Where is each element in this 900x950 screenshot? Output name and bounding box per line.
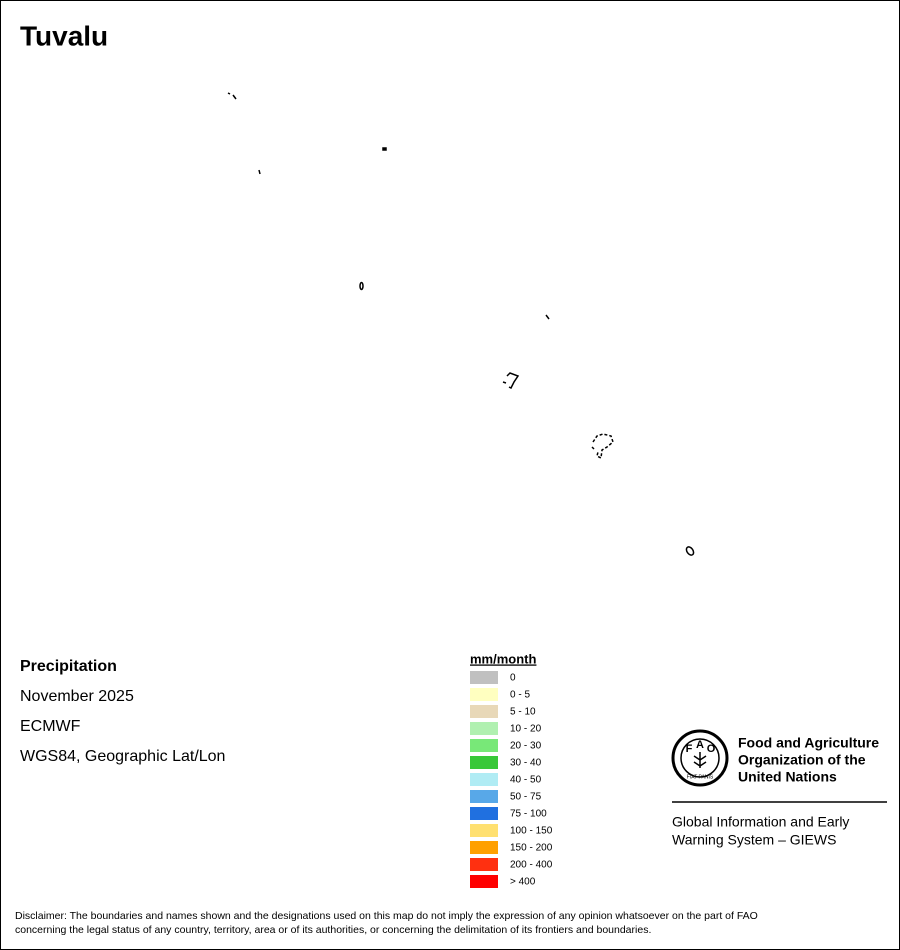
logo-wheat	[693, 752, 707, 768]
legend-swatch	[470, 875, 498, 888]
legend-title: mm/month	[470, 651, 537, 666]
legend-label: 5 - 10	[510, 707, 536, 718]
map-title: Tuvalu	[20, 20, 108, 51]
legend-swatch	[470, 773, 498, 786]
island	[359, 281, 364, 291]
island	[502, 372, 520, 390]
system-name: Global Information and Early	[672, 814, 849, 830]
legend-swatch	[470, 756, 498, 769]
legend-label: 40 - 50	[510, 775, 542, 786]
legend-label: 0	[510, 673, 516, 684]
fao-logo: F A O FIAT PANIS	[671, 729, 729, 787]
info-source: ECMWF	[20, 718, 81, 735]
legend-label: 75 - 100	[510, 809, 547, 820]
info-period: November 2025	[20, 688, 134, 705]
legend: 0 0 - 5 5 - 10 10 - 20 20 - 30 30 - 40 40 - 50…	[470, 671, 553, 888]
legend-label: 50 - 75	[510, 792, 542, 803]
legend-swatch	[470, 705, 498, 718]
legend-label: 0 - 5	[510, 690, 530, 701]
legend-swatch	[470, 824, 498, 837]
legend-swatch	[470, 790, 498, 803]
info-variable: Precipitation	[20, 658, 117, 675]
islands	[227, 92, 695, 556]
org-name: Food and Agriculture	[738, 735, 879, 751]
legend-swatch	[470, 688, 498, 701]
legend-label: 150 - 200	[510, 843, 553, 854]
legend-label: 100 - 150	[510, 826, 553, 837]
system-name: Warning System – GIEWS	[672, 832, 836, 848]
island	[685, 546, 695, 556]
logo-letter: O	[707, 743, 716, 755]
org-name: Organization of the	[738, 752, 866, 768]
logo-inner	[680, 738, 720, 778]
legend-swatch	[470, 858, 498, 871]
logo-letter: A	[696, 739, 704, 751]
disclaimer: Disclaimer: The boundaries and names sho…	[15, 910, 758, 922]
legend-swatch	[470, 739, 498, 752]
island	[591, 433, 614, 460]
legend-label: 10 - 20	[510, 724, 542, 735]
legend-swatch	[470, 671, 498, 684]
disclaimer: concerning the legal status of any count…	[15, 924, 651, 936]
legend-swatch	[470, 722, 498, 735]
logo-motto: FIAT PANIS	[687, 774, 714, 780]
legend-label: 200 - 400	[510, 860, 553, 871]
island	[545, 314, 550, 320]
info-projection: WGS84, Geographic Lat/Lon	[20, 748, 225, 765]
island	[227, 92, 237, 100]
legend-label: 30 - 40	[510, 758, 542, 769]
logo-letter: F	[686, 743, 693, 755]
island	[258, 169, 261, 175]
legend-label: 20 - 30	[510, 741, 542, 752]
legend-swatch	[470, 807, 498, 820]
org-name: United Nations	[738, 769, 837, 785]
legend-label: > 400	[510, 877, 536, 888]
island	[382, 147, 387, 151]
logo-ring	[671, 729, 729, 787]
legend-swatch	[470, 841, 498, 854]
